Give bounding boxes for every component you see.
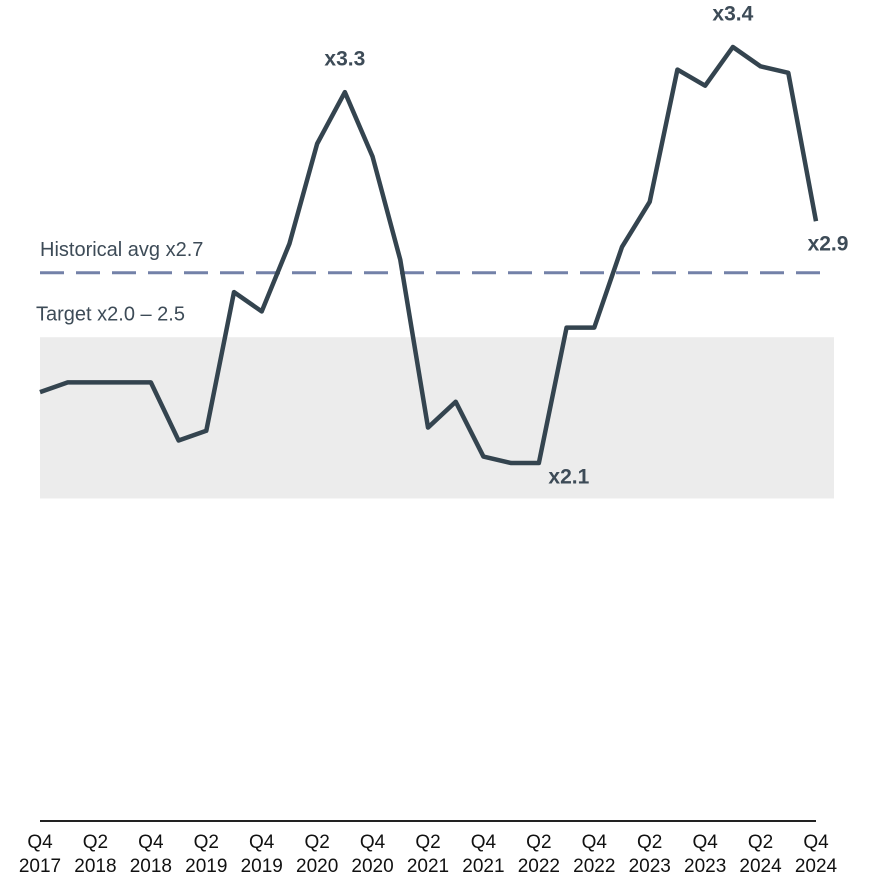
x-tick-label: Q4 2017 <box>19 832 61 877</box>
x-tick-label-line: Q4 <box>803 832 829 853</box>
x-tick-label: Q2 2021 <box>407 832 449 877</box>
x-tick-label-line: 2019 <box>241 856 283 877</box>
reference-line-label: Historical avg x2.7 <box>40 239 203 261</box>
x-tick-label-line: 2023 <box>629 856 671 877</box>
x-tick-label: Q4 2024 <box>795 832 838 877</box>
x-tick-label: Q2 2020 <box>296 832 338 877</box>
data-label: x3.3 <box>324 48 365 71</box>
x-tick-label-line: Q4 <box>360 832 386 853</box>
x-tick-label-line: 2018 <box>130 856 172 877</box>
x-tick-label-line: 2020 <box>351 856 393 877</box>
x-tick-label-line: 2022 <box>573 856 615 877</box>
data-label: x2.1 <box>548 466 589 489</box>
x-tick-label-line: Q2 <box>526 832 551 853</box>
x-tick-label-line: Q2 <box>83 832 108 853</box>
x-tick-label: Q4 2020 <box>351 832 393 877</box>
x-tick-label-line: Q2 <box>637 832 662 853</box>
x-tick-label-line: 2018 <box>74 856 116 877</box>
x-tick-label-line: Q2 <box>194 832 219 853</box>
x-tick-label-line: 2022 <box>518 856 560 877</box>
x-tick-label-line: Q4 <box>692 832 718 853</box>
x-tick-label: Q4 2022 <box>573 832 615 877</box>
x-tick-label-line: 2019 <box>185 856 227 877</box>
data-line <box>39 44 819 466</box>
x-tick-label-line: Q4 <box>582 832 608 853</box>
x-tick-label-line: Q2 <box>748 832 773 853</box>
x-tick-label: Q4 2019 <box>241 832 283 877</box>
x-tick-label: Q2 2018 <box>74 832 116 877</box>
x-tick-label: Q2 2022 <box>518 832 560 877</box>
x-tick-label-line: Q4 <box>471 832 497 853</box>
x-tick-label-line: Q2 <box>415 832 440 853</box>
x-tick-label-line: Q4 <box>138 832 164 853</box>
x-tick-label-line: Q4 <box>249 832 275 853</box>
data-label: x2.9 <box>808 233 849 256</box>
data-label: x3.4 <box>712 3 753 26</box>
x-tick-label: Q2 2023 <box>629 832 671 877</box>
x-tick-label-line: 2023 <box>684 856 726 877</box>
x-tick-label-line: Q4 <box>27 832 53 853</box>
x-tick-label-line: 2024 <box>739 856 782 877</box>
x-tick-label: Q4 2023 <box>684 832 726 877</box>
x-tick-label: Q2 2019 <box>185 832 227 877</box>
x-tick-label-line: 2017 <box>19 856 61 877</box>
x-tick-label-line: Q2 <box>304 832 329 853</box>
x-tick-label: Q4 2018 <box>130 832 172 877</box>
x-tick-label-line: 2021 <box>407 856 449 877</box>
x-tick-label-line: 2021 <box>462 856 504 877</box>
x-tick-label-line: 2024 <box>795 856 838 877</box>
x-tick-label-line: 2020 <box>296 856 338 877</box>
x-tick-label: Q2 2024 <box>739 832 782 877</box>
target-band-label: Target x2.0 – 2.5 <box>36 304 185 326</box>
x-tick-label: Q4 2021 <box>462 832 504 877</box>
